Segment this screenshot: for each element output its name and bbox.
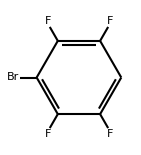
Text: F: F [107,129,113,139]
Text: F: F [45,129,51,139]
Text: F: F [45,16,51,26]
Text: Br: Br [7,73,19,82]
Text: F: F [107,16,113,26]
